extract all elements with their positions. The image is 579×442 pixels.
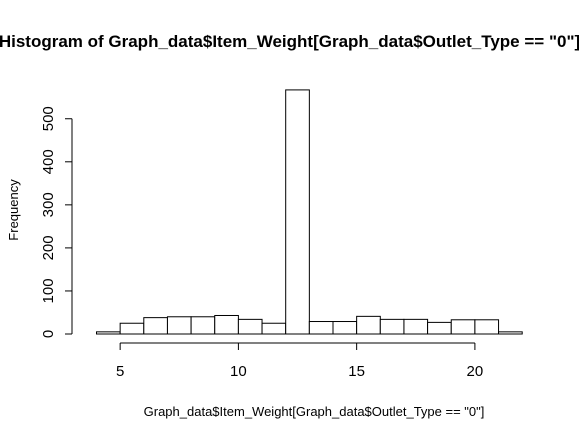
histogram-bar-8 <box>261 322 287 335</box>
histogram-bar-12 <box>356 315 381 335</box>
histogram-bar-7 <box>237 318 263 335</box>
histogram-bar-6 <box>214 314 239 335</box>
histogram-bar-5 <box>190 316 216 335</box>
histogram-bar-9 <box>285 89 310 335</box>
histogram-bar-4 <box>166 316 192 335</box>
histogram-bar-18 <box>498 331 523 335</box>
y-tick-label: 400 <box>40 149 57 174</box>
y-tick-label: 500 <box>40 106 57 131</box>
x-tick-label: 15 <box>348 363 365 380</box>
histogram-bar-3 <box>143 317 168 335</box>
x-axis-label: Graph_data$Item_Weight[Graph_data$Outlet… <box>144 404 485 419</box>
histogram-bars <box>96 89 523 335</box>
histogram-bar-17 <box>474 319 500 335</box>
chart-title: Histogram of Graph_data$Item_Weight[Grap… <box>0 32 579 51</box>
y-axis: 0 100 200 300 400 500 <box>40 106 73 338</box>
x-axis: 5 10 15 20 <box>116 342 484 380</box>
x-tick-label: 20 <box>467 363 484 380</box>
x-tick-label: 10 <box>230 363 247 380</box>
x-tick-label: 5 <box>116 363 124 380</box>
y-tick-label: 300 <box>40 192 57 217</box>
y-tick-label: 200 <box>40 235 57 260</box>
y-tick-label: 100 <box>40 278 57 303</box>
histogram-bar-11 <box>332 321 358 335</box>
y-axis-label: Frequency <box>6 179 21 241</box>
histogram-bar-10 <box>308 321 334 335</box>
histogram-bar-15 <box>427 321 452 335</box>
histogram-bar-1 <box>96 331 121 335</box>
histogram-bar-16 <box>450 319 476 335</box>
histogram-bar-14 <box>403 318 429 335</box>
histogram-bar-2 <box>119 322 145 335</box>
histogram-bar-13 <box>379 318 405 335</box>
y-tick-label: 0 <box>40 330 57 338</box>
